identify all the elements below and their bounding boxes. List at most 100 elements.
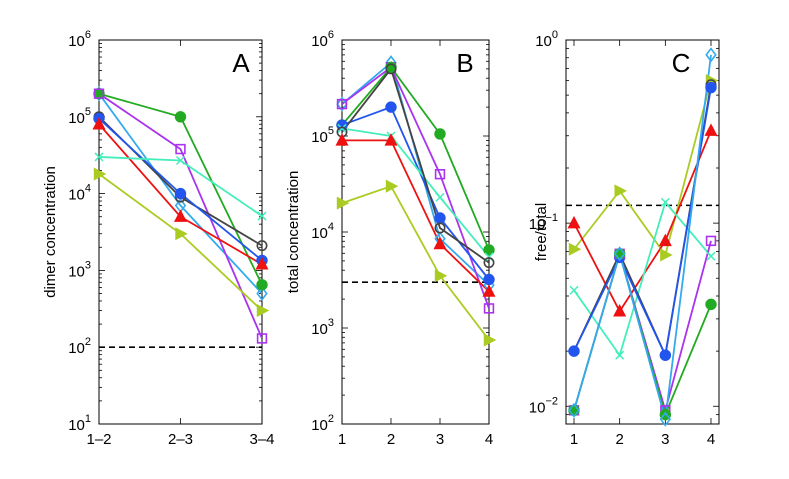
data-point-purple-square — [256, 333, 268, 344]
y-tick-label: 105 — [68, 106, 91, 127]
series-line-red-triangle — [342, 139, 489, 293]
series-line-purple-square — [342, 65, 489, 309]
data-point-yellowgreen-right-triangle — [93, 167, 107, 181]
x-tick-label: 3–4 — [249, 431, 274, 448]
y-axis-label: total concentration — [285, 171, 302, 294]
x-tick-label: 1 — [570, 431, 578, 448]
series-line-blue-light-diamond — [99, 93, 262, 295]
data-point-blue-light-diamond — [613, 246, 626, 262]
data-point-red-triangle — [567, 215, 581, 229]
data-point-blue-light-diamond — [705, 47, 717, 63]
data-point-purple-square — [434, 169, 446, 180]
panel-c: 10−2 10−1 100 1 2 3 4 free/total C — [529, 29, 720, 448]
data-point-blue-circle — [483, 273, 495, 286]
series-line-gray-open-circle — [342, 66, 489, 264]
series-line-cyan-x — [342, 127, 489, 258]
y-tick-label: 103 — [68, 259, 91, 280]
plot-area — [566, 54, 719, 420]
x-tick-label: 2 — [387, 431, 395, 448]
x-tick-label: 4 — [485, 431, 493, 448]
data-point-green-circle — [613, 248, 626, 260]
series-line-purple-square — [573, 240, 712, 414]
y-tick-label: 102 — [68, 336, 91, 357]
y-tick-label: 10−2 — [529, 395, 558, 416]
series-line-blue-circle — [573, 87, 712, 359]
data-point-blue-circle — [434, 212, 446, 224]
panel-label: A — [232, 48, 250, 78]
series-line-yellowgreen-right-triangle — [573, 80, 712, 258]
data-point-red-triangle — [658, 233, 672, 247]
data-point-cyan-x — [706, 251, 716, 261]
x-tick-label: 3 — [661, 431, 669, 448]
data-point-red-triangle — [482, 284, 496, 297]
series-line-cyan-x — [99, 156, 262, 217]
data-point-yellowgreen-right-triangle — [434, 269, 448, 283]
data-point-red-triangle — [335, 133, 349, 146]
data-point-red-triangle — [704, 123, 718, 136]
y-axis-label: free/total — [533, 203, 550, 261]
data-point-gray-open-circle — [483, 257, 495, 269]
data-point-blue-circle — [174, 187, 187, 200]
data-point-cyan-x — [435, 192, 445, 202]
x-tick-label: 2 — [615, 431, 623, 448]
y-tick-label: 105 — [311, 125, 334, 146]
data-point-cyan-x — [257, 211, 267, 221]
y-tick-label: 104 — [311, 221, 334, 242]
panel-b: 102 103 104 105 106 1 2 3 4 total concentration B — [285, 29, 497, 448]
data-point-yellowgreen-right-triangle — [175, 227, 188, 241]
data-point-blue-circle — [705, 81, 717, 94]
data-point-cyan-x — [94, 152, 104, 162]
data-point-blue-circle — [568, 345, 580, 357]
data-point-yellowgreen-right-triangle — [568, 242, 582, 256]
data-point-yellowgreen-right-triangle — [336, 196, 350, 210]
data-point-green-circle — [483, 244, 495, 256]
x-tick-label: 1–2 — [86, 431, 111, 448]
data-point-green-circle — [434, 128, 446, 140]
data-point-cyan-x — [615, 350, 625, 360]
series-line-blue-light-diamond — [573, 54, 712, 420]
data-point-purple-square — [705, 235, 717, 247]
data-point-yellowgreen-right-triangle — [483, 333, 497, 347]
data-point-red-triangle — [173, 209, 188, 222]
data-point-red-triangle — [613, 304, 627, 317]
series-line-yellowgreen-right-triangle — [342, 185, 489, 341]
data-point-blue-circle — [659, 349, 672, 361]
series-line-blue-circle — [342, 105, 489, 281]
y-tick-label: 106 — [311, 29, 334, 50]
data-point-green-circle — [705, 298, 717, 311]
data-point-blue-light-diamond — [659, 411, 672, 427]
data-point-cyan-x — [484, 252, 494, 262]
panel-label: B — [456, 48, 473, 78]
data-point-purple-square — [483, 303, 495, 314]
x-tick-label: 3 — [436, 431, 444, 448]
data-point-yellowgreen-right-triangle — [614, 184, 627, 198]
axes-box — [565, 39, 720, 425]
data-point-purple-square — [336, 98, 348, 110]
data-point-cyan-x — [569, 285, 579, 295]
data-point-green-circle — [256, 279, 268, 291]
y-tick-label: 101 — [68, 413, 91, 434]
y-tick-label: 10−1 — [529, 212, 558, 233]
y-tick-label: 102 — [311, 413, 334, 434]
data-point-cyan-x — [175, 155, 186, 166]
data-point-red-triangle — [92, 116, 106, 130]
data-point-blue-light-diamond — [256, 285, 268, 302]
data-point-red-triangle — [384, 133, 398, 146]
data-point-red-triangle — [255, 257, 269, 270]
data-point-gray-open-circle — [256, 240, 268, 252]
data-point-blue-light-diamond — [336, 96, 348, 112]
data-point-cyan-x — [337, 123, 347, 133]
data-point-green-circle — [568, 404, 580, 417]
x-tick-label: 4 — [707, 431, 715, 448]
plot-area — [342, 61, 489, 341]
data-point-cyan-x — [660, 197, 670, 207]
x-tick-label: 2–3 — [168, 431, 193, 448]
data-point-green-circle — [174, 111, 187, 123]
panel-a: 101 102 103 104 105 106 1–2 2–3 3–4 dimer concent… — [42, 29, 275, 448]
series-line-green-circle — [342, 65, 489, 251]
data-point-gray-open-circle — [385, 63, 397, 75]
panel-label: C — [672, 48, 691, 78]
y-tick-label: 100 — [535, 29, 558, 50]
y-tick-label: 103 — [311, 317, 334, 338]
